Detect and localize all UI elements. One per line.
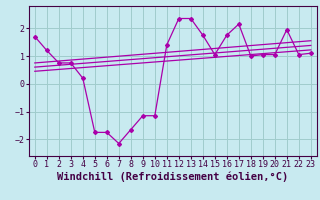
X-axis label: Windchill (Refroidissement éolien,°C): Windchill (Refroidissement éolien,°C)	[57, 172, 288, 182]
